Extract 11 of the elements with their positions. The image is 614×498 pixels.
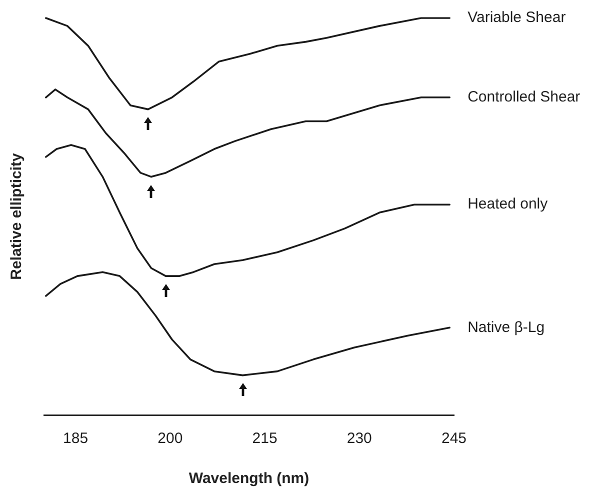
y-axis-title: Relative ellipticity <box>8 152 26 280</box>
series-label: Native β-Lg <box>468 318 545 336</box>
x-tick-label: 185 <box>63 430 88 448</box>
series-label: Variable Shear <box>468 9 566 26</box>
x-tick-label: 230 <box>346 430 372 448</box>
x-tick-label: 215 <box>252 430 278 448</box>
series-label: Controlled Shear <box>468 88 580 106</box>
series-label: Heated only <box>468 196 548 213</box>
x-axis-title: Wavelength (nm) <box>188 470 310 488</box>
x-tick-label: 200 <box>158 430 183 448</box>
x-tick-label: 245 <box>441 430 467 448</box>
